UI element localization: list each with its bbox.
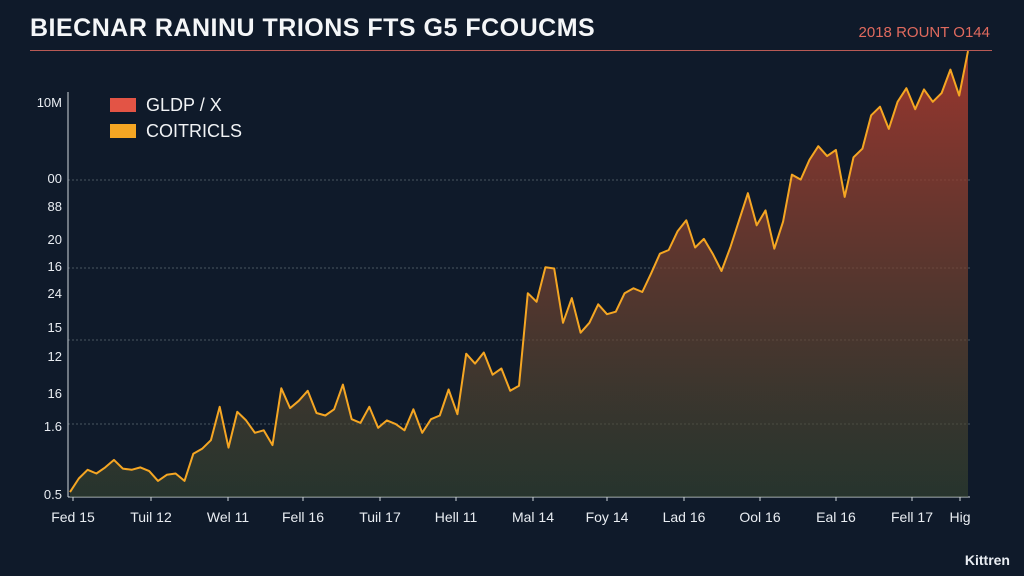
x-tick-label: Wel 11 [207, 509, 249, 525]
y-tick-label: 20 [48, 232, 62, 247]
area-series [69, 50, 969, 497]
watermark: Kittren [964, 552, 1010, 568]
x-tick-label: Fell 16 [282, 509, 324, 525]
legend-swatch-red [110, 98, 136, 112]
x-tick-label: Fell 17 [891, 509, 933, 525]
y-tick-label: 24 [48, 286, 62, 301]
y-tick-label: 16 [48, 259, 62, 274]
y-tick-label: 15 [48, 320, 62, 335]
series-line-coitricls [69, 50, 969, 493]
x-tick-label: Hig [949, 509, 970, 525]
y-tick-label: 12 [48, 349, 62, 364]
y-tick-label: 10M [37, 95, 62, 110]
legend-item-red: GLDP / X [110, 92, 242, 118]
y-tick-label: 88 [48, 199, 62, 214]
x-tick-label: Tuil 12 [130, 509, 172, 525]
y-tick-label: 00 [48, 171, 62, 186]
y-tick-label: 0.5 [44, 487, 62, 502]
legend: GLDP / X COITRICLS [110, 92, 242, 144]
x-tick-label: Lad 16 [663, 509, 706, 525]
x-axis-ticks: Fed 15 Tuil 12 Wel 11 Fell 16 Tuil 17 Hell 11… [51, 497, 971, 525]
x-tick-label: Ool 16 [739, 509, 780, 525]
legend-label: COITRICLS [146, 120, 243, 141]
y-tick-label: 1.6 [44, 419, 62, 434]
x-tick-label: Foy 14 [586, 509, 629, 525]
legend-swatch-orange [110, 124, 136, 138]
y-tick-label: 16 [48, 386, 62, 401]
x-tick-label: Hell 11 [435, 509, 478, 525]
area-fill [70, 51, 968, 497]
corner-label: 2018 ROUNT O144 [858, 24, 990, 41]
x-tick-label: Eal 16 [816, 509, 856, 525]
title-divider [30, 50, 992, 51]
x-tick-label: Tuil 17 [359, 509, 401, 525]
x-tick-label: Fed 15 [51, 509, 95, 525]
legend-label: GLDP / X [146, 94, 222, 115]
legend-item-orange: COITRICLS [110, 118, 242, 144]
y-axis-ticks: 10M 00 88 20 16 24 15 12 16 1.6 0.5 [37, 95, 62, 502]
chart-title: BIECNAR RANINU TRIONS FTS G5 FCOUCMS [30, 14, 596, 42]
x-tick-label: Mal 14 [512, 509, 554, 525]
